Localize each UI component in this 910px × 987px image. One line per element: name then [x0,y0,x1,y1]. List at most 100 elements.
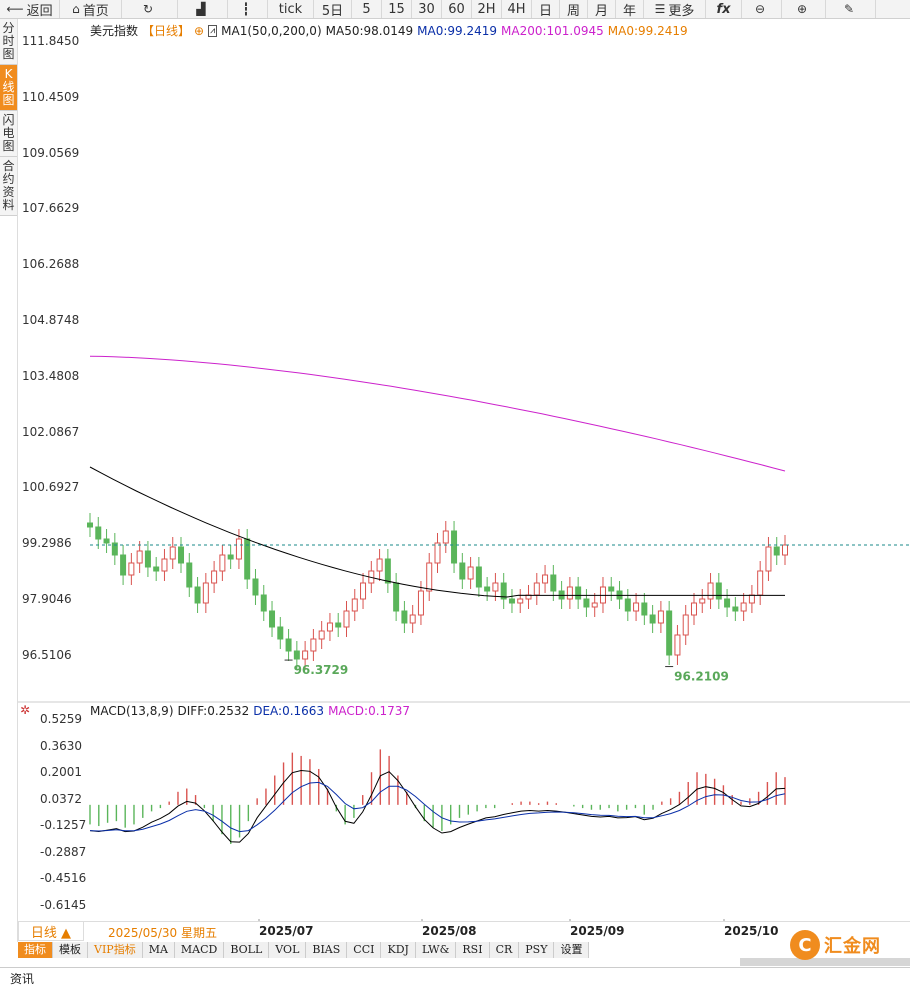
month-label: 2025/10 [724,924,779,938]
ma-params[interactable]: MA1(50,0,200,0) [221,23,322,38]
sidebar-item-0[interactable]: 分时图 [0,19,17,65]
tab-BIAS[interactable]: BIAS [306,942,348,958]
candle-body [715,582,722,600]
toolbar-5日-button[interactable]: 5日 [314,0,352,19]
candle-body [277,626,284,640]
back-arrow-icon: ⟵ [6,2,24,16]
chart-icon[interactable]: ⩘ [208,24,218,37]
scrollbar[interactable] [740,958,910,966]
candle-body [161,558,168,572]
candle-body [194,586,201,604]
toolbar-15-button[interactable]: 15 [382,0,412,18]
price-chart[interactable]: 96.3729 96.2109 [18,19,910,921]
toolbar-label: 返回 [26,3,53,19]
bar-chart-icon-button[interactable]: ▟ [178,0,228,18]
menu-icon-button[interactable]: ☰ 更多 [644,0,706,19]
candle-body [302,650,309,660]
sidebar-item-3[interactable]: 合约资料 [0,157,17,216]
settings-gear-icon[interactable]: ✲ [20,703,31,717]
toolbar-tick-button[interactable]: tick [268,0,314,18]
tab-LW&[interactable]: LW& [415,942,457,958]
tab-指标[interactable]: 指标 [18,942,53,958]
toolbar-日-button[interactable]: 日 [532,0,560,19]
tab-PSY[interactable]: PSY [519,942,555,958]
toolbar-label: 60 [448,1,465,17]
toolbar-label: 2H [477,1,496,17]
tab-BOLL[interactable]: BOLL [224,942,270,958]
news-tab[interactable]: 资讯 [10,972,35,986]
price-tick-label: 97.9046 [22,591,72,606]
price-tick-label: 96.5106 [22,647,72,662]
toolbar-月-button[interactable]: 月 [588,0,616,19]
price-tick-label: 106.2688 [22,257,80,272]
toolbar-label: 年 [622,3,636,19]
sidebar-item-2[interactable]: 闪电图 [0,111,17,157]
candle-body [343,610,350,628]
tab-VIP指标[interactable]: VIP指标 [88,942,143,958]
toolbar-30-button[interactable]: 30 [412,0,442,18]
candle-body [87,522,93,528]
tab-MACD[interactable]: MACD [174,942,225,958]
dea-value: DEA:0.1663 [253,704,325,718]
toolbar-4H-button[interactable]: 4H [502,0,532,18]
candle-body [765,546,772,572]
pencil-icon: ✎ [843,2,855,16]
tab-CCI[interactable]: CCI [347,942,382,958]
zoom-out-icon-button[interactable]: ⊖ [742,0,782,18]
candle-body [757,570,764,596]
toolbar-60-button[interactable]: 60 [442,0,472,18]
candle-body [384,558,391,584]
candle-body [682,614,689,636]
candle-body [649,614,656,624]
tab-设置[interactable]: 设置 [554,942,590,958]
period-label: 【日线】 [142,24,191,38]
ma50-line [89,466,785,598]
candle-body [748,594,755,604]
tab-MA[interactable]: MA [142,942,175,958]
back-arrow-icon-button[interactable]: ⟵ 返回 [0,0,60,19]
logo-text: 汇金网 [824,936,881,957]
refresh-icon-button[interactable]: ↻ [122,0,178,18]
function-icon-button[interactable]: fx [706,0,742,18]
toolbar-周-button[interactable]: 周 [560,0,588,19]
home-icon-button[interactable]: ⌂ 首页 [60,0,122,19]
candle-body [608,586,615,592]
ma50-value: MA50:98.0149 [325,23,414,38]
menu-icon: ☰ [654,2,666,16]
ma0-value-orange: MA0:99.2419 [607,23,688,38]
tab-CR[interactable]: CR [489,942,520,958]
tab-RSI[interactable]: RSI [456,942,490,958]
zoom-in-icon-button[interactable]: ⊕ [782,0,826,18]
add-icon[interactable]: ⊕ [194,23,205,38]
candle-body [128,562,135,576]
macd-tick-label: -0.4516 [40,871,87,886]
candle-body [467,566,474,580]
period-selector[interactable]: 日线 ▲ [18,921,84,941]
toolbar: ⟵ 返回 ⌂ 首页 ↻ ▟ ┇ tick 5日 5 15 30 60 2H 4H 日周月年 ☰ 更多 fx ⊖ ⊕ ✎ [0,0,910,19]
candlestick-icon-button[interactable]: ┇ [228,0,268,18]
candle-body [533,582,540,596]
candle-body [169,546,176,560]
toolbar-label: 30 [418,1,435,17]
tab-模板[interactable]: 模板 [53,942,88,958]
indicator-tabs: 指标 模板 VIP指标 MA MACD BOLL VOL BIAS CCI KDJ LW& RSI CR… [18,942,590,958]
toolbar-2H-button[interactable]: 2H [472,0,502,18]
tab-VOL[interactable]: VOL [269,942,307,958]
macd-params[interactable]: MACD(13,8,9) [90,704,174,718]
tab-KDJ[interactable]: KDJ [381,942,416,958]
toolbar-5-button[interactable]: 5 [352,0,382,18]
candle-body [417,590,424,616]
candle-body [310,638,317,652]
price-tick-label: 109.0569 [22,145,80,160]
pencil-icon-button[interactable]: ✎ [826,0,876,18]
bar-chart-icon: ▟ [196,2,206,16]
candle-body [500,582,507,600]
macd-tick-label: 0.3630 [40,738,82,753]
toolbar-年-button[interactable]: 年 [616,0,644,19]
price-tick-label: 110.4509 [22,89,80,104]
candle-body [550,574,557,592]
ma200-line [89,355,786,472]
candle-body [624,598,631,612]
candle-body [293,650,300,660]
